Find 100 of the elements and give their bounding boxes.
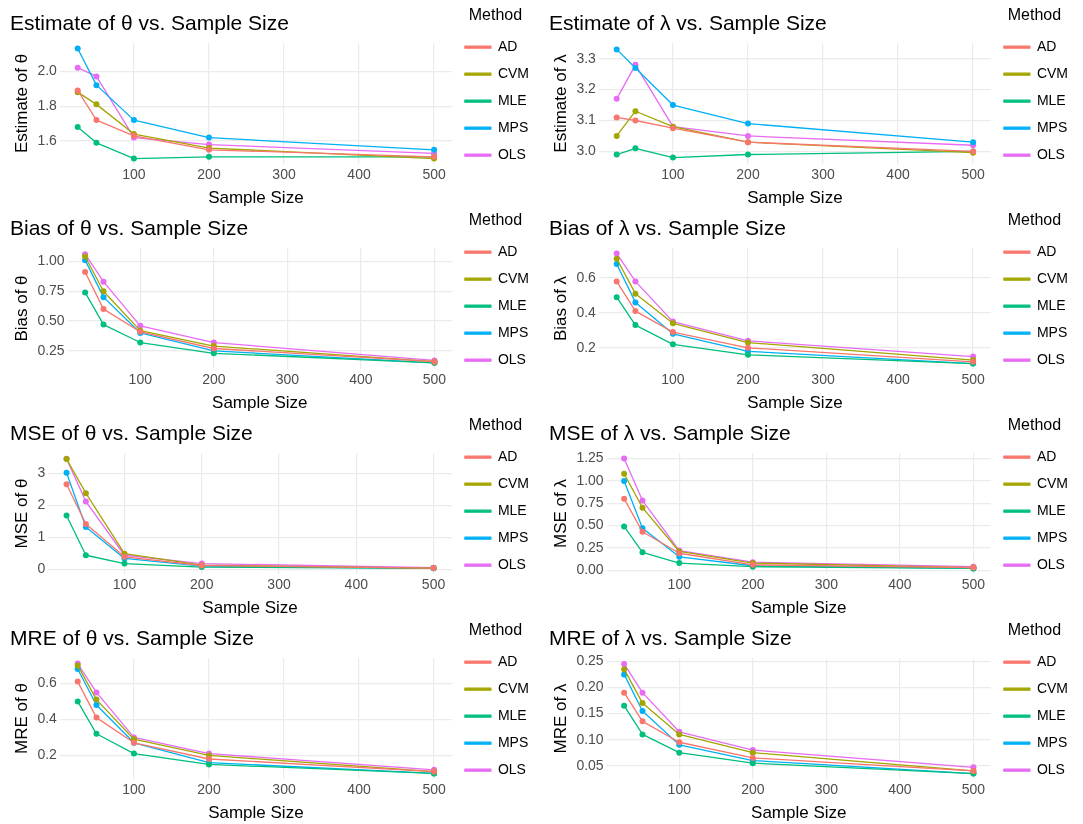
chart-title: MRE of λ vs. Sample Size: [549, 626, 792, 650]
x-tick-label: 400: [344, 576, 369, 593]
x-tick-label: 100: [661, 166, 685, 183]
x-tick-label: 400: [349, 371, 373, 388]
legend-label: MLE: [497, 502, 527, 519]
chart-title: Bias of θ vs. Sample Size: [10, 216, 249, 240]
y-tick-label: 0.15: [576, 704, 604, 721]
x-tick-label: 100: [661, 371, 685, 388]
legend-label: AD: [497, 653, 518, 670]
y-tick-label: 0.6: [37, 674, 58, 691]
x-tick-label: 400: [886, 371, 910, 388]
x-tick-label: 500: [961, 371, 985, 388]
legend-label: CVM: [1036, 680, 1069, 697]
chart-title: MRE of θ vs. Sample Size: [10, 626, 254, 650]
legend-title: Method: [468, 621, 523, 639]
y-axis-title: MRE of θ: [11, 683, 31, 754]
y-tick-label: 3: [37, 464, 46, 481]
legend-label: AD: [497, 243, 518, 260]
x-tick-label: 500: [422, 781, 446, 798]
x-tick-label: 500: [961, 166, 985, 183]
x-tick-label: 200: [197, 166, 221, 183]
x-tick-label: 500: [961, 781, 986, 798]
legend-label: MPS: [497, 734, 529, 751]
x-tick-label: 100: [122, 781, 146, 798]
y-tick-label: 0.6: [576, 268, 597, 285]
legend-label: MPS: [497, 529, 529, 546]
x-tick-label: 300: [272, 166, 296, 183]
y-axis-title: Estimate of θ: [11, 53, 31, 154]
y-axis-title: Bias of λ: [550, 275, 570, 342]
y-tick-label: 1.6: [37, 131, 58, 148]
y-tick-label: 1: [37, 528, 46, 545]
legend-label: MPS: [1036, 119, 1068, 136]
legend-label: OLS: [1036, 761, 1065, 778]
chart-title: MSE of θ vs. Sample Size: [10, 421, 253, 445]
legend-label: MLE: [1036, 297, 1066, 314]
x-tick-label: 500: [422, 166, 446, 183]
y-axis-title: MSE of λ: [550, 478, 570, 548]
y-tick-label: 0.20: [576, 678, 604, 695]
y-tick-label: 1.00: [37, 252, 65, 269]
x-tick-label: 300: [811, 371, 835, 388]
y-tick-label: 3.2: [576, 80, 597, 97]
legend-label: OLS: [1036, 556, 1065, 573]
legend-label: CVM: [1036, 475, 1069, 492]
legend-label: CVM: [497, 680, 530, 697]
legend-label: OLS: [497, 146, 526, 163]
legend-label: CVM: [1036, 65, 1069, 82]
y-tick-label: 1.25: [576, 449, 604, 466]
legend-title: Method: [468, 416, 523, 434]
x-tick-label: 300: [814, 781, 839, 798]
x-tick-label: 200: [202, 371, 226, 388]
legend-label: MLE: [497, 297, 527, 314]
y-tick-label: 0.00: [576, 561, 604, 578]
chart-title: Estimate of λ vs. Sample Size: [549, 11, 827, 35]
x-tick-label: 200: [736, 166, 760, 183]
legend-title: Method: [1007, 6, 1062, 24]
y-tick-label: 0.2: [576, 338, 597, 355]
x-tick-label: 300: [272, 781, 296, 798]
x-axis-title: Sample Size: [212, 393, 308, 413]
legend-title: Method: [468, 211, 523, 229]
chart-title: MSE of λ vs. Sample Size: [549, 421, 791, 445]
y-tick-label: 3.0: [576, 142, 597, 159]
y-axis-title: Bias of θ: [11, 275, 31, 342]
x-tick-label: 400: [888, 576, 912, 593]
x-tick-label: 200: [190, 576, 214, 593]
legend-label: OLS: [497, 351, 526, 368]
x-tick-label: 500: [421, 576, 446, 593]
legend-title: Method: [1007, 211, 1062, 229]
y-tick-label: 1.00: [576, 471, 604, 488]
x-tick-label: 400: [347, 166, 371, 183]
legend-label: OLS: [497, 761, 526, 778]
x-tick-label: 100: [122, 166, 146, 183]
legend-label: MPS: [1036, 529, 1068, 546]
legend-label: MLE: [497, 707, 527, 724]
x-tick-label: 200: [741, 781, 765, 798]
y-tick-label: 0.10: [576, 730, 604, 747]
legend-label: AD: [1036, 653, 1057, 670]
x-tick-label: 300: [275, 371, 300, 388]
legend-label: CVM: [497, 475, 530, 492]
legend-label: AD: [1036, 243, 1057, 260]
x-tick-label: 200: [736, 371, 760, 388]
x-axis-title: Sample Size: [208, 188, 304, 208]
x-tick-label: 400: [886, 166, 910, 183]
x-tick-label: 100: [667, 781, 692, 798]
y-tick-label: 0.50: [37, 311, 65, 328]
x-tick-label: 300: [811, 166, 835, 183]
y-tick-label: 0.05: [576, 756, 604, 773]
legend-label: OLS: [1036, 351, 1065, 368]
x-tick-label: 100: [112, 576, 137, 593]
x-tick-label: 300: [267, 576, 291, 593]
legend-label: MLE: [497, 92, 527, 109]
x-tick-label: 500: [422, 371, 447, 388]
y-tick-label: 0.2: [37, 746, 58, 763]
legend-title: Method: [1007, 621, 1062, 639]
legend-label: MLE: [1036, 707, 1066, 724]
legend-label: MPS: [497, 324, 529, 341]
x-tick-label: 100: [128, 371, 153, 388]
y-tick-label: 2.0: [37, 62, 58, 79]
legend-label: CVM: [1036, 270, 1069, 287]
legend-label: MPS: [497, 119, 529, 136]
x-tick-label: 100: [667, 576, 692, 593]
